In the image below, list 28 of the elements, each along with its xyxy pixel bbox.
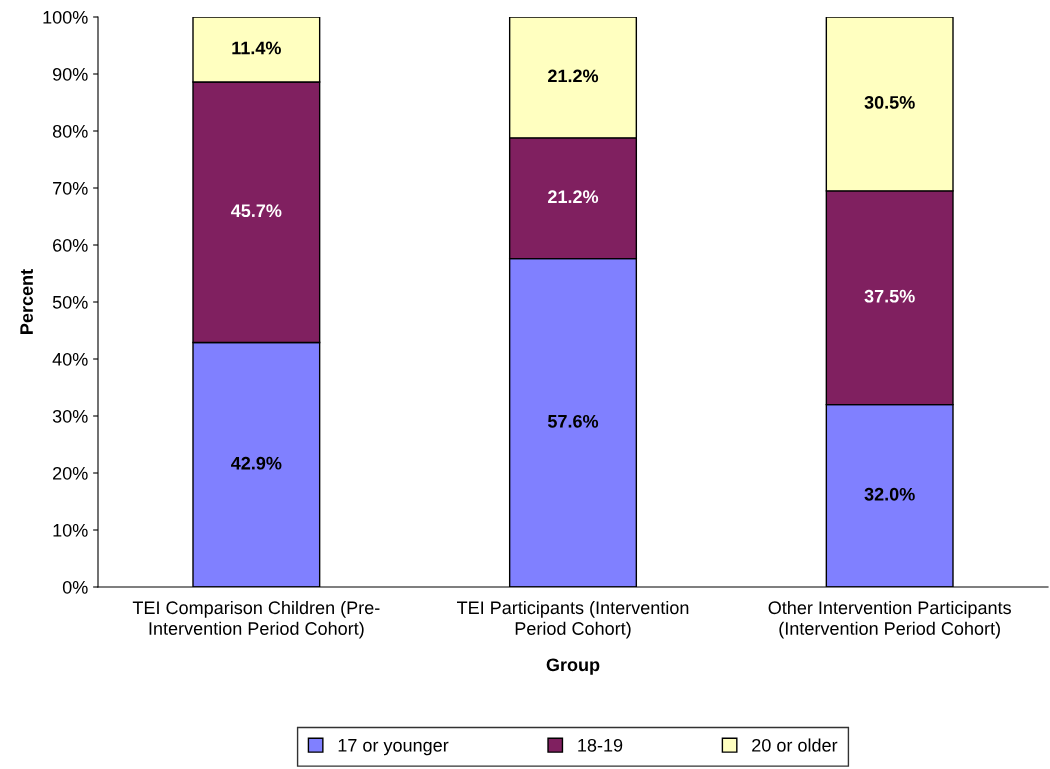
y-tick-label: 60% — [53, 238, 88, 252]
data-label: 11.4% — [232, 41, 281, 55]
y-tick-label: 20% — [53, 466, 88, 480]
y-tick-label: 30% — [52, 409, 88, 423]
legend-label: 20 or older — [752, 738, 838, 752]
y-tick-label: 90% — [52, 67, 88, 81]
x-tick-label: TEI Participants (Intervention Period Cohort) — [457, 600, 689, 639]
data-label: 32.0% — [864, 487, 915, 501]
x-axis-title: Group — [546, 658, 600, 675]
data-label: 21.2% — [548, 190, 599, 204]
y-axis-title: Percent — [20, 269, 33, 334]
data-label: 57.6% — [547, 414, 599, 428]
y-tick-label: 0% — [62, 580, 88, 594]
y-tick-label: 70% — [53, 181, 88, 195]
data-label: 42.9% — [231, 456, 282, 470]
legend-label: 18-19 — [578, 738, 623, 752]
data-label: 45.7% — [231, 204, 282, 218]
legend-label: 17 or younger — [338, 739, 449, 756]
data-label: 21.2% — [548, 69, 599, 83]
y-tick-label: 40% — [52, 352, 88, 366]
y-tick-label: 100% — [43, 10, 88, 24]
y-tick-label: 10% — [53, 523, 88, 537]
x-tick-label: TEI Comparison Children (Pre- Intervention Period Cohort) — [132, 600, 380, 639]
y-tick-label: 80% — [52, 124, 88, 138]
data-label: 30.5% — [864, 95, 915, 109]
data-label: 37.5% — [864, 289, 915, 303]
y-tick-label: 50% — [52, 295, 88, 309]
x-tick-label: Other Intervention Participants (Intervention Period Cohort) — [768, 600, 1011, 639]
